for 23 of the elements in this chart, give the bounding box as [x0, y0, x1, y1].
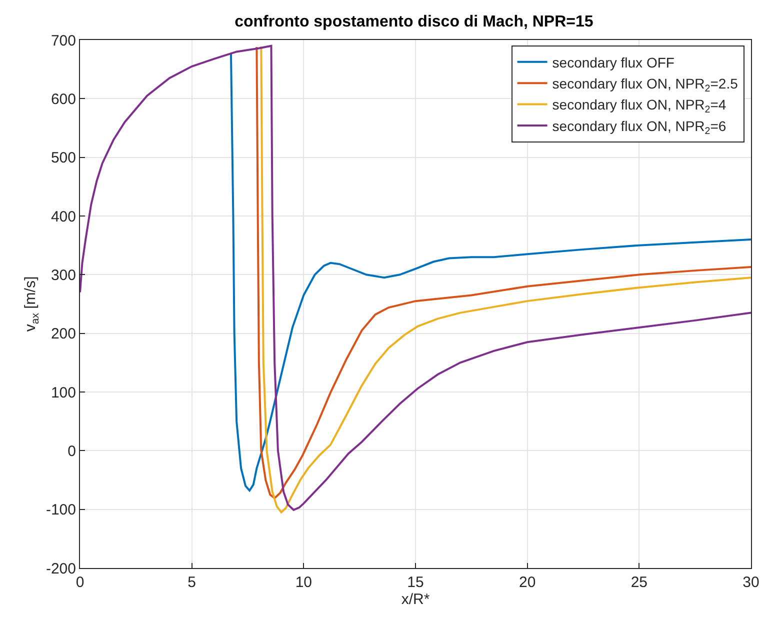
y-tick-label: 300: [50, 266, 76, 284]
y-tick-label: 200: [50, 326, 76, 343]
y-tick-label: -100: [46, 502, 76, 519]
legend-label: secondary flux OFF: [552, 54, 674, 70]
x-tick-label: 30: [742, 574, 760, 591]
legend-label: secondary flux ON, NPR$_{2}$=4: [552, 96, 726, 116]
y-tick-label: -200: [46, 560, 76, 578]
x-tick-label: 15: [407, 574, 424, 591]
legend-label: secondary flux ON, NPR$_{2}$=2.5: [552, 76, 738, 94]
x-tick-label: 5: [188, 574, 196, 591]
legend-label: secondary flux ON, NPR$_{2}$=6: [552, 118, 726, 137]
y-tick-label: 100: [50, 384, 76, 402]
y-tick-label: 500: [50, 150, 76, 167]
x-tick-label: 25: [630, 574, 648, 591]
x-tick-label: 20: [518, 574, 536, 591]
y-tick-label: 600: [50, 90, 76, 108]
chart-title: confronto spostamento disco di Mach, NPR=15: [234, 14, 594, 31]
x-tick-label: 10: [295, 574, 312, 591]
x-axis-title: x/R*: [401, 591, 430, 608]
line-series: [80, 44, 751, 511]
y-tick-label: 700: [50, 32, 76, 50]
y-tick-label: 0: [68, 442, 76, 460]
y-tick-label: 400: [50, 208, 76, 226]
